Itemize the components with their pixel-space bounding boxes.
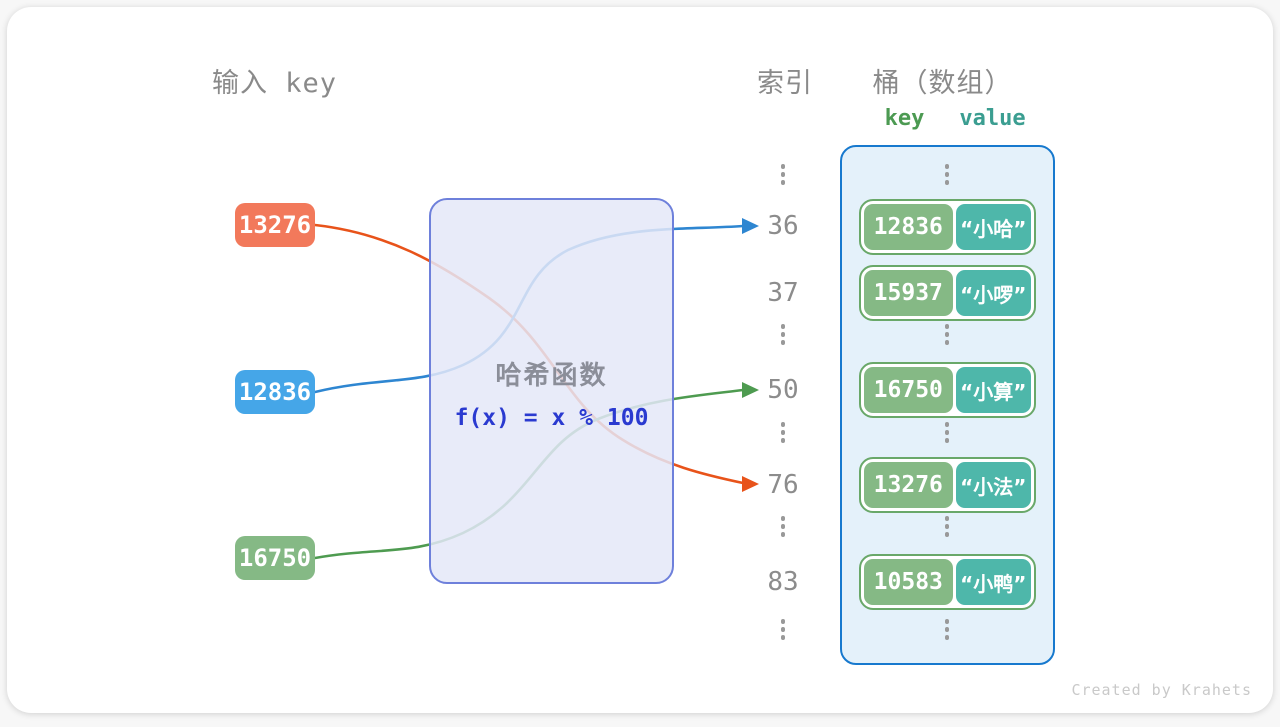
pair-key: 15937 xyxy=(864,270,953,316)
diagram-canvas: 输入 key 索引 桶（数组） key value 13276 12836 16… xyxy=(7,7,1273,713)
ellipsis-icon xyxy=(775,619,791,640)
input-key-13276: 13276 xyxy=(235,203,315,247)
index-label-83: 83 xyxy=(767,567,799,597)
credit-text: Created by Krahets xyxy=(1071,681,1252,699)
pair-key: 10583 xyxy=(864,559,953,605)
input-key-16750: 16750 xyxy=(235,536,315,580)
index-label-76: 76 xyxy=(767,470,799,500)
ellipsis-icon xyxy=(939,619,955,640)
bucket-pair: 10583 “小鸭” xyxy=(859,554,1036,610)
input-key-12836: 12836 xyxy=(235,370,315,414)
hash-function-box: 哈希函数 f(x) = x % 100 xyxy=(429,198,674,584)
bucket-pair: 15937 “小啰” xyxy=(859,265,1036,321)
pair-value: “小鸭” xyxy=(955,559,1031,605)
ellipsis-icon xyxy=(939,516,955,537)
bucket-title: 桶（数组） xyxy=(872,68,1013,99)
key-column-label: key xyxy=(884,106,925,131)
bucket-pair: 12836 “小哈” xyxy=(859,199,1036,255)
pair-value: “小算” xyxy=(955,367,1031,413)
index-title: 索引 xyxy=(757,68,813,99)
ellipsis-icon xyxy=(939,422,955,443)
ellipsis-icon xyxy=(939,324,955,345)
input-key-title: 输入 key xyxy=(211,68,338,99)
ellipsis-icon xyxy=(775,164,791,185)
bucket-pair: 13276 “小法” xyxy=(859,457,1036,513)
ellipsis-icon xyxy=(775,324,791,345)
index-label-37: 37 xyxy=(767,278,799,308)
index-label-36: 36 xyxy=(767,211,799,241)
ellipsis-icon xyxy=(939,164,955,185)
bucket-pair: 16750 “小算” xyxy=(859,362,1036,418)
pair-key: 16750 xyxy=(864,367,953,413)
index-label-50: 50 xyxy=(767,375,799,405)
hash-function-formula: f(x) = x % 100 xyxy=(454,405,649,431)
ellipsis-icon xyxy=(775,516,791,537)
pair-key: 12836 xyxy=(864,204,953,250)
pair-value: “小哈” xyxy=(955,204,1031,250)
pair-value: “小啰” xyxy=(955,270,1031,316)
ellipsis-icon xyxy=(775,422,791,443)
pair-key: 13276 xyxy=(864,462,953,508)
value-column-label: value xyxy=(959,106,1026,131)
hash-function-title: 哈希函数 xyxy=(495,361,608,391)
pair-value: “小法” xyxy=(955,462,1031,508)
